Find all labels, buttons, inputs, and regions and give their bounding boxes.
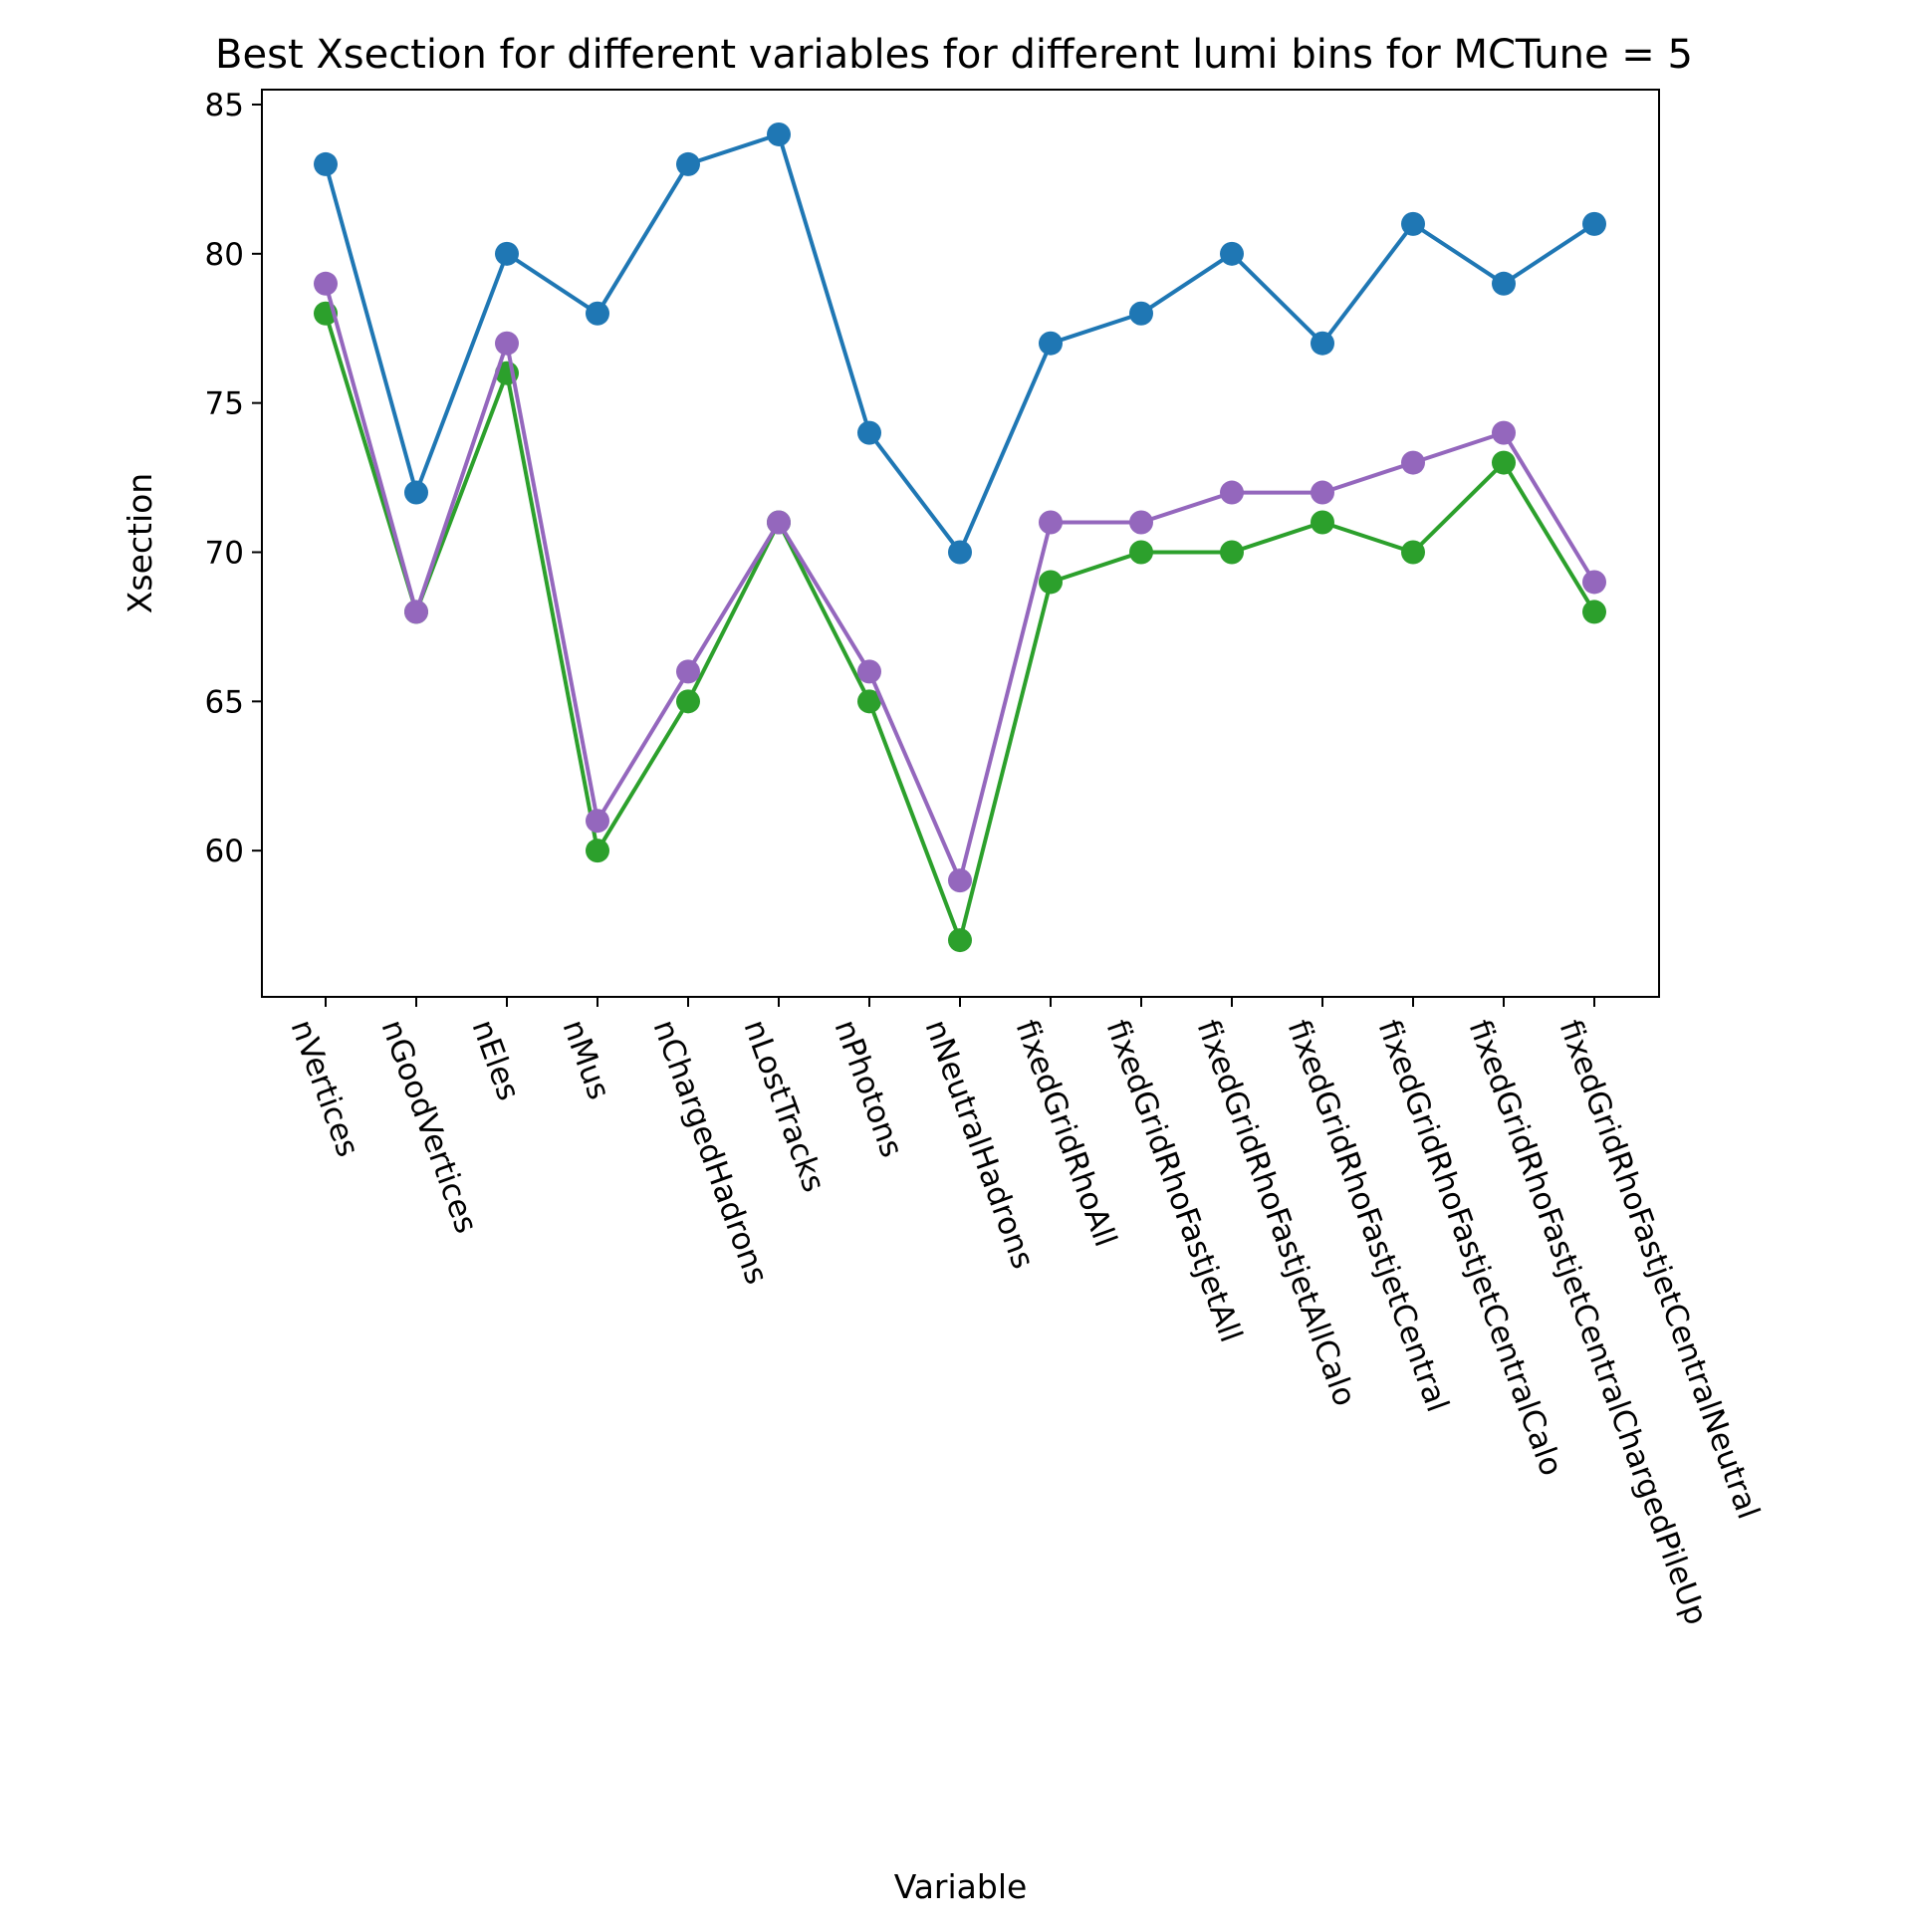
series-2-point	[948, 928, 972, 953]
y-tick-label: 75	[205, 386, 244, 422]
plot-frame	[261, 89, 1660, 998]
x-tick-label: nLostTracks	[736, 1015, 832, 1196]
series-1-point	[767, 121, 791, 146]
series-3-point	[767, 510, 791, 535]
series-1-point	[1039, 331, 1063, 356]
series-2-point	[1039, 570, 1063, 595]
series-2-point	[676, 689, 700, 714]
series-1-point	[676, 151, 700, 176]
y-tick-label: 80	[205, 237, 244, 273]
series-3-point	[586, 809, 609, 834]
series-1-point	[1220, 241, 1244, 266]
series-1-point	[404, 480, 428, 505]
y-tick-label: 85	[205, 88, 244, 123]
series-3-point	[1492, 420, 1516, 445]
y-tick-label: 65	[205, 684, 244, 720]
x-tick-label: fixedGridRhoFastjetCentral	[1280, 1015, 1455, 1416]
series-3-point	[1311, 480, 1334, 505]
series-3-point	[1220, 480, 1244, 505]
x-tick-label: nVertices	[283, 1015, 365, 1161]
series-3-point	[676, 659, 700, 684]
series-3-point	[1582, 570, 1606, 595]
x-tick-label: nMus	[555, 1015, 616, 1104]
y-tick-label: 60	[205, 834, 244, 869]
series-1-point	[586, 301, 609, 326]
series-3-point	[857, 659, 881, 684]
x-tick-label: nEles	[464, 1015, 526, 1104]
chart-title: Best Xsection for different variables fo…	[215, 32, 1693, 78]
x-tick-label: fixedGridRhoFastjetAllCalo	[1189, 1015, 1362, 1410]
series-2-point	[1129, 540, 1153, 565]
series-3-point	[1039, 510, 1063, 535]
series-1-point	[1311, 331, 1334, 356]
series-2-point	[857, 689, 881, 714]
series-2-point	[1220, 540, 1244, 565]
series-layer	[314, 121, 1606, 953]
series-3-point	[495, 331, 519, 356]
series-2-point	[1492, 450, 1516, 475]
series-1-point	[857, 420, 881, 445]
x-tick-label: fixedGridRhoFastjetCentralCalo	[1370, 1015, 1568, 1480]
series-2-point	[1401, 540, 1425, 565]
series-3-point	[314, 271, 338, 296]
x-tick-label: nGoodVertices	[373, 1015, 484, 1238]
series-2-point	[1311, 510, 1334, 535]
series-1-point	[1401, 211, 1425, 236]
series-3-point	[948, 868, 972, 893]
x-tick-label: fixedGridRhoAll	[1008, 1015, 1123, 1251]
series-2-line	[324, 313, 1596, 943]
series-1-point	[1492, 271, 1516, 296]
series-1-point	[1129, 301, 1153, 326]
series-1-point	[1582, 211, 1606, 236]
series-2-point	[586, 839, 609, 863]
series-1-point	[314, 151, 338, 176]
series-3-point	[1129, 510, 1153, 535]
series-1-point	[948, 540, 972, 565]
series-3-point	[404, 600, 428, 624]
y-axis-label: Xsection	[120, 473, 159, 613]
series-3-point	[1401, 450, 1425, 475]
x-axis-label: Variable	[894, 1867, 1028, 1906]
x-tick-label: nPhotons	[827, 1015, 909, 1162]
y-axis-ticks: 60 65 70 75 80 85	[205, 88, 262, 869]
y-tick-label: 70	[205, 535, 244, 571]
series-1-point	[495, 241, 519, 266]
series-2-point	[1582, 600, 1606, 624]
